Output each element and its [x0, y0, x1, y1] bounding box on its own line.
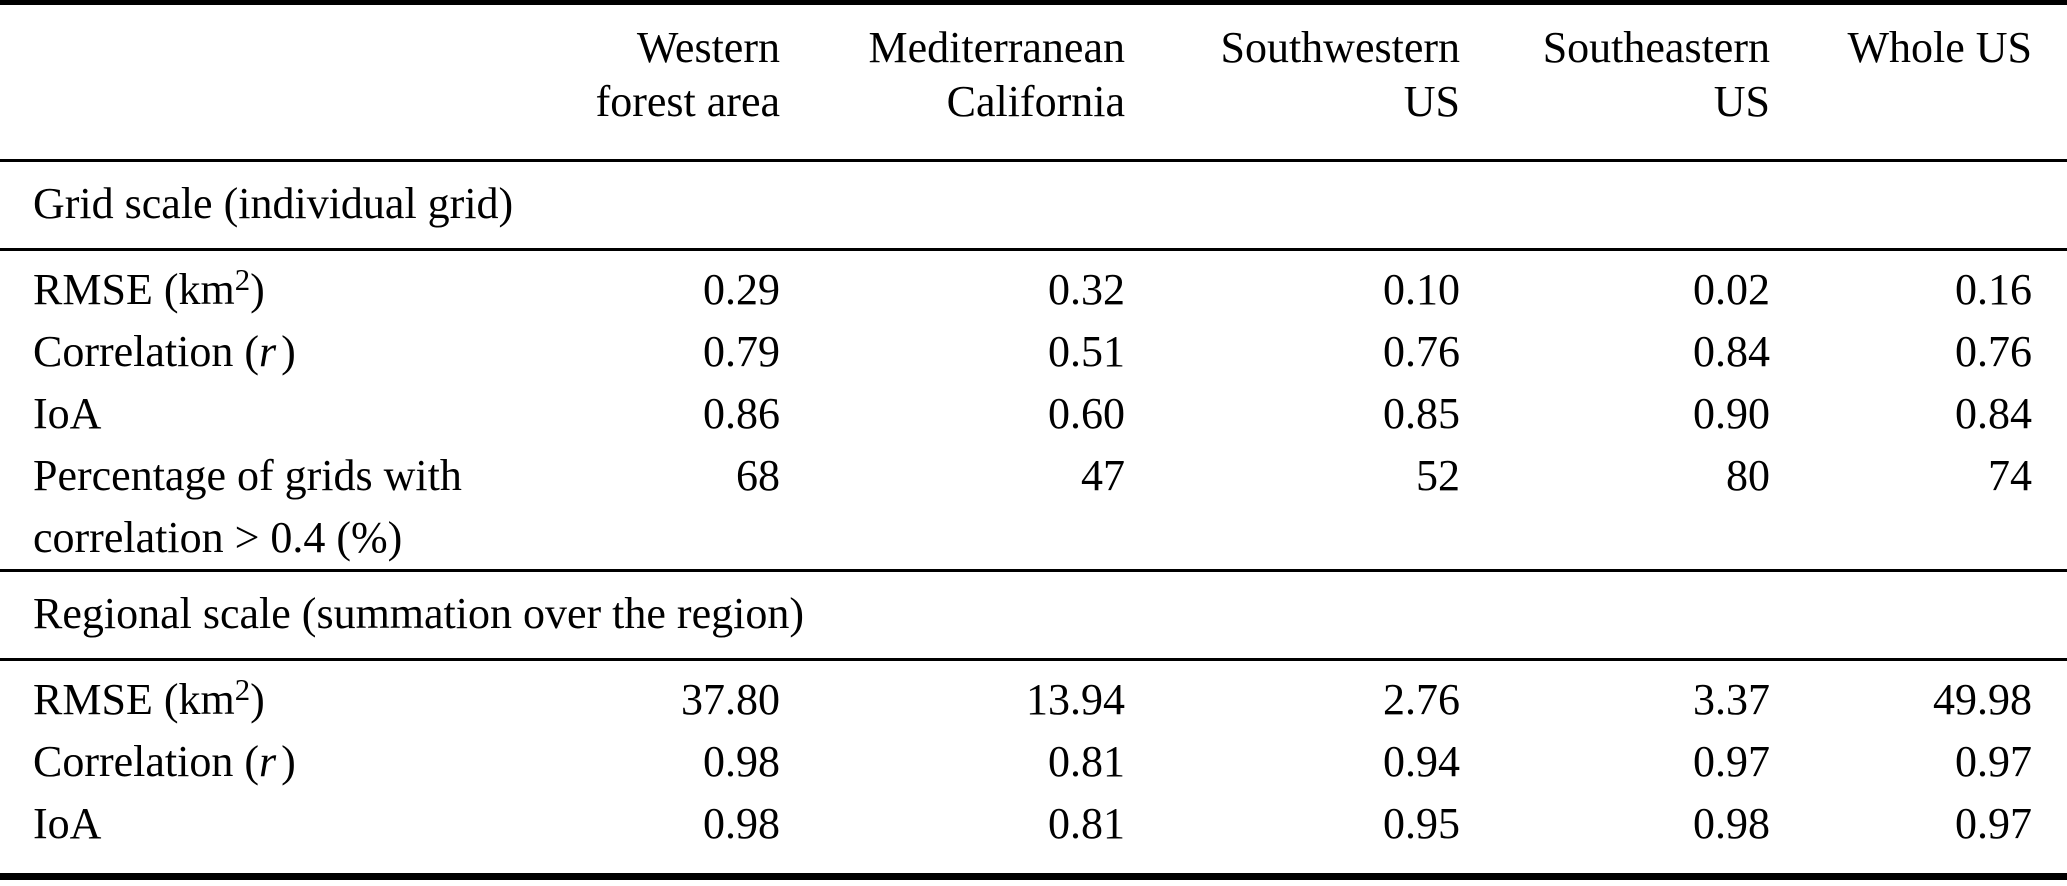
cell-value: 0.95 [1383, 799, 1460, 848]
row-label: RMSE (km2) [0, 660, 560, 732]
cell-value: 0.85 [1383, 389, 1460, 438]
cell-value: 3.37 [1693, 675, 1770, 724]
cell-value: 0.97 [1955, 737, 2032, 786]
section-title: Regional scale (summation over the regio… [0, 569, 2067, 661]
cell-value: 80 [1726, 451, 1770, 500]
col-header-line1: Mediterranean [868, 23, 1125, 72]
superscript: 2 [234, 263, 251, 298]
row-label-text: IoA [33, 389, 102, 438]
col-header-line2: US [1403, 77, 1460, 126]
cell-value: 0.84 [1955, 389, 2032, 438]
cell-value: 2.76 [1383, 675, 1460, 724]
cell-value: 74 [1988, 451, 2032, 500]
col-header-line1: Southeastern [1542, 23, 1770, 72]
cell-value: 13.94 [1026, 675, 1125, 724]
col-header-line1: Western [636, 23, 780, 72]
cell-value: 0.10 [1383, 265, 1460, 314]
cell-value: 0.90 [1693, 389, 1770, 438]
col-header-western-forest-area: Western forest area [560, 3, 780, 161]
table-row-correlation-regional: Correlation (r) 0.98 0.81 0.94 0.97 0.97 [0, 731, 2067, 793]
row-label-text: Correlation ( [33, 327, 260, 376]
col-header-line1: Whole US [1847, 23, 2032, 72]
row-label-text: Correlation ( [33, 737, 260, 786]
cell-value: 0.98 [1693, 799, 1770, 848]
col-header-mediterranean-california: Mediterranean California [780, 3, 1125, 161]
section-title: Grid scale (individual grid) [0, 159, 2067, 251]
row-label-text: RMSE (km [33, 265, 235, 314]
cell-value: 0.86 [703, 389, 780, 438]
col-header-southwestern-us: Southwestern US [1125, 3, 1460, 161]
row-label: RMSE (km2) [0, 250, 560, 322]
cell-value: 0.81 [1048, 799, 1125, 848]
row-label: Percentage of grids with correlation > 0… [0, 445, 560, 571]
table-row-rmse-grid: RMSE (km2) 0.29 0.32 0.10 0.02 0.16 [0, 250, 2067, 322]
cell-value: 0.02 [1693, 265, 1770, 314]
row-label: IoA [0, 793, 560, 877]
cell-value: 0.98 [703, 737, 780, 786]
cell-value: 52 [1416, 451, 1460, 500]
col-header-line1: Southwestern [1220, 23, 1460, 72]
cell-value: 0.76 [1955, 327, 2032, 376]
col-header-line2: US [1713, 77, 1770, 126]
row-label: IoA [0, 383, 560, 445]
row-label-text: ) [250, 265, 265, 314]
cell-value: 0.76 [1383, 327, 1460, 376]
row-label: Correlation (r) [0, 321, 560, 383]
superscript: 2 [234, 673, 251, 708]
table-row-ioa-regional: IoA 0.98 0.81 0.95 0.98 0.97 [0, 793, 2067, 877]
col-header-southeastern-us: Southeastern US [1460, 3, 1770, 161]
cell-value: 0.32 [1048, 265, 1125, 314]
table-row-ioa-grid: IoA 0.86 0.60 0.85 0.90 0.84 [0, 383, 2067, 445]
cell-value: 0.81 [1048, 737, 1125, 786]
row-label-text: ) [281, 327, 296, 376]
cell-value: 0.84 [1693, 327, 1770, 376]
section-header-grid-scale: Grid scale (individual grid) [0, 159, 2067, 251]
col-header-line2: forest area [595, 77, 780, 126]
row-label-text: ) [250, 675, 265, 724]
row-label-line2: correlation > 0.4 (%) [33, 513, 403, 562]
cell-value: 0.16 [1955, 265, 2032, 314]
italic-r: r [259, 327, 277, 376]
cell-value: 37.80 [681, 675, 780, 724]
cell-value: 0.97 [1955, 799, 2032, 848]
row-label-text: RMSE (km [33, 675, 235, 724]
col-header-whole-us: Whole US [1770, 3, 2067, 161]
corner-cell [0, 3, 560, 161]
row-label-text: ) [281, 737, 296, 786]
cell-value: 0.94 [1383, 737, 1460, 786]
row-label: Correlation (r) [0, 731, 560, 793]
header-row: Western forest area Mediterranean Califo… [0, 3, 2067, 161]
cell-value: 47 [1081, 451, 1125, 500]
table-row-rmse-regional: RMSE (km2) 37.80 13.94 2.76 3.37 49.98 [0, 660, 2067, 732]
row-label-text: IoA [33, 799, 102, 848]
section-header-regional-scale: Regional scale (summation over the regio… [0, 569, 2067, 661]
italic-r: r [259, 737, 277, 786]
cell-value: 0.51 [1048, 327, 1125, 376]
col-header-line2: California [946, 77, 1125, 126]
cell-value: 0.79 [703, 327, 780, 376]
cell-value: 0.97 [1693, 737, 1770, 786]
cell-value: 49.98 [1933, 675, 2032, 724]
row-label-line1: Percentage of grids with [33, 451, 462, 500]
table-row-percentage-grid: Percentage of grids with correlation > 0… [0, 445, 2067, 571]
cell-value: 0.29 [703, 265, 780, 314]
cell-value: 0.60 [1048, 389, 1125, 438]
cell-value: 0.98 [703, 799, 780, 848]
cell-value: 68 [736, 451, 780, 500]
table-row-correlation-grid: Correlation (r) 0.79 0.51 0.76 0.84 0.76 [0, 321, 2067, 383]
